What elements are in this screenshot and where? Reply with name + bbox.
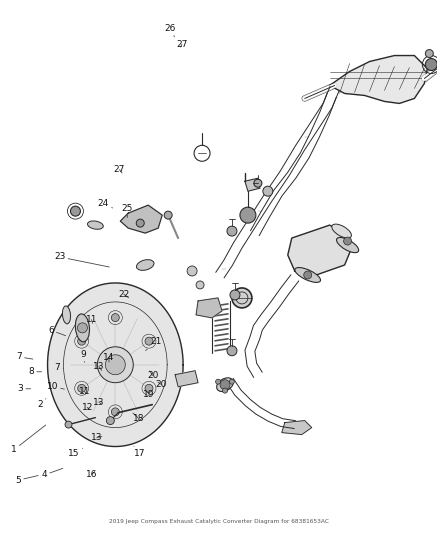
Circle shape bbox=[111, 408, 119, 416]
Circle shape bbox=[254, 179, 262, 187]
Circle shape bbox=[425, 59, 437, 70]
Polygon shape bbox=[288, 225, 352, 278]
Circle shape bbox=[106, 355, 125, 375]
Text: 8: 8 bbox=[28, 367, 42, 376]
Text: 13: 13 bbox=[93, 398, 105, 407]
Circle shape bbox=[215, 379, 221, 384]
Circle shape bbox=[304, 271, 312, 279]
Circle shape bbox=[136, 219, 144, 227]
Circle shape bbox=[227, 226, 237, 236]
Text: 18: 18 bbox=[132, 413, 144, 423]
Text: 26: 26 bbox=[164, 24, 176, 37]
Text: 24: 24 bbox=[98, 199, 113, 208]
Circle shape bbox=[97, 347, 133, 383]
Text: 3: 3 bbox=[18, 384, 31, 393]
Text: 21: 21 bbox=[146, 337, 161, 351]
Circle shape bbox=[187, 266, 197, 276]
Ellipse shape bbox=[217, 378, 233, 392]
Text: 2: 2 bbox=[37, 399, 46, 409]
Text: 25: 25 bbox=[122, 204, 133, 217]
Polygon shape bbox=[175, 371, 198, 386]
Circle shape bbox=[425, 50, 433, 58]
Ellipse shape bbox=[63, 306, 71, 324]
Ellipse shape bbox=[88, 221, 103, 229]
Text: 23: 23 bbox=[54, 253, 110, 267]
Text: 9: 9 bbox=[81, 350, 87, 362]
Circle shape bbox=[164, 211, 172, 219]
Circle shape bbox=[227, 346, 237, 356]
Text: 11: 11 bbox=[79, 387, 90, 396]
Circle shape bbox=[78, 337, 86, 345]
Circle shape bbox=[223, 388, 227, 393]
Ellipse shape bbox=[295, 268, 321, 282]
Text: 14: 14 bbox=[103, 353, 115, 362]
Text: 16: 16 bbox=[86, 471, 97, 479]
Text: 6: 6 bbox=[48, 326, 66, 336]
Circle shape bbox=[78, 384, 86, 392]
Polygon shape bbox=[245, 178, 260, 191]
Polygon shape bbox=[282, 421, 312, 434]
Ellipse shape bbox=[137, 260, 154, 270]
Circle shape bbox=[230, 379, 234, 384]
Text: 27: 27 bbox=[176, 40, 187, 49]
Circle shape bbox=[71, 206, 81, 216]
Text: 11: 11 bbox=[86, 315, 97, 324]
Text: 5: 5 bbox=[15, 475, 38, 484]
Circle shape bbox=[263, 186, 273, 196]
Text: 13: 13 bbox=[93, 362, 105, 371]
Text: 19: 19 bbox=[143, 390, 155, 399]
Circle shape bbox=[106, 417, 114, 425]
Ellipse shape bbox=[336, 238, 359, 253]
Text: 4: 4 bbox=[42, 469, 63, 479]
Text: 20: 20 bbox=[155, 380, 167, 389]
Polygon shape bbox=[196, 298, 222, 318]
Text: 27: 27 bbox=[114, 165, 125, 174]
Text: 2019 Jeep Compass Exhaust Catalytic Converter Diagram for 68381653AC: 2019 Jeep Compass Exhaust Catalytic Conv… bbox=[109, 519, 329, 524]
Circle shape bbox=[220, 379, 230, 390]
Circle shape bbox=[232, 288, 252, 308]
Polygon shape bbox=[120, 205, 162, 233]
Text: 17: 17 bbox=[134, 446, 145, 458]
Circle shape bbox=[65, 421, 72, 428]
Text: 20: 20 bbox=[147, 371, 158, 380]
Ellipse shape bbox=[332, 224, 351, 238]
Circle shape bbox=[145, 337, 153, 345]
Text: 10: 10 bbox=[46, 382, 64, 391]
Circle shape bbox=[78, 323, 88, 333]
Circle shape bbox=[343, 237, 352, 245]
Ellipse shape bbox=[75, 314, 89, 342]
Circle shape bbox=[111, 313, 119, 321]
Text: 7: 7 bbox=[55, 363, 64, 372]
Text: 12: 12 bbox=[81, 403, 93, 412]
Circle shape bbox=[230, 290, 240, 300]
Text: 7: 7 bbox=[16, 352, 33, 361]
Circle shape bbox=[240, 207, 256, 223]
Circle shape bbox=[196, 281, 204, 289]
Polygon shape bbox=[330, 55, 427, 103]
Circle shape bbox=[145, 384, 153, 392]
Text: 13: 13 bbox=[91, 433, 102, 442]
Polygon shape bbox=[48, 283, 183, 447]
Text: 15: 15 bbox=[68, 448, 83, 458]
Text: 22: 22 bbox=[118, 289, 130, 298]
Text: 1: 1 bbox=[11, 425, 46, 455]
